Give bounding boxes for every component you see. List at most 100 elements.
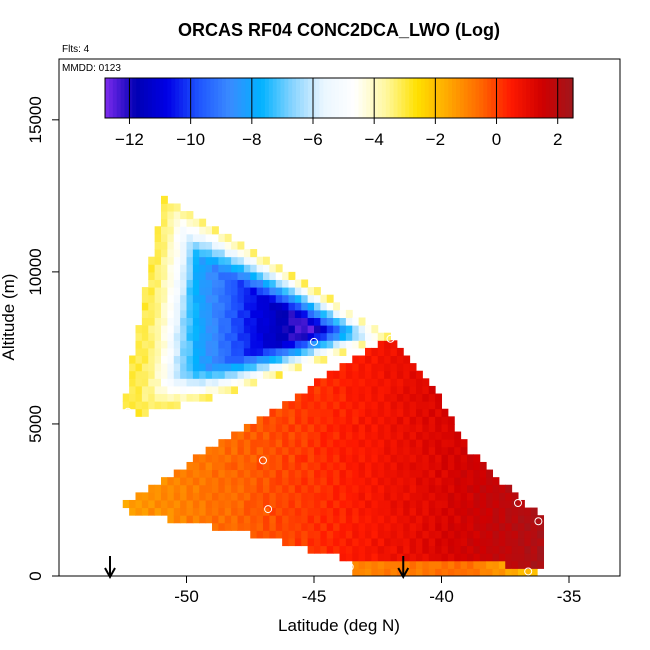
heatmap-cell xyxy=(416,461,423,471)
heatmap-cell xyxy=(409,553,417,562)
heatmap-cell xyxy=(447,416,455,425)
heatmap-cell xyxy=(294,469,302,478)
heatmap-cell xyxy=(441,545,449,554)
heatmap-cell xyxy=(345,454,353,463)
heatmap-cell xyxy=(441,499,449,509)
heatmap-cell xyxy=(435,545,443,554)
heatmap-cell xyxy=(479,522,487,531)
heatmap-cell xyxy=(320,385,328,395)
heatmap-cell xyxy=(320,332,328,341)
heatmap-cell xyxy=(441,560,449,569)
heatmap-cell xyxy=(180,309,188,318)
heatmap-cell xyxy=(148,271,156,280)
heatmap-cell xyxy=(396,393,404,402)
heatmap-cell xyxy=(320,439,328,448)
heatmap-cell xyxy=(486,537,494,547)
heatmap-cell xyxy=(237,515,245,524)
heatmap-cell xyxy=(173,249,181,258)
heatmap-cell xyxy=(243,469,251,478)
heatmap-cell xyxy=(294,401,302,410)
colorbar-swatch xyxy=(140,78,145,118)
heatmap-cell xyxy=(384,370,392,379)
heatmap-cell xyxy=(473,568,481,576)
colorbar-swatch xyxy=(292,78,297,118)
heatmap-cell xyxy=(390,347,398,357)
heatmap-cell xyxy=(199,317,207,326)
position-arrows xyxy=(104,556,410,580)
heatmap-cell xyxy=(167,393,175,402)
heatmap-cell xyxy=(256,325,264,334)
heatmap-cell xyxy=(180,340,188,349)
colorbar-swatches xyxy=(105,78,574,118)
heatmap-cell xyxy=(390,340,398,349)
sample-point xyxy=(111,499,120,508)
heatmap-cell xyxy=(428,522,436,531)
colorbar-swatch xyxy=(401,78,406,118)
heatmap-cell xyxy=(212,294,219,303)
heatmap-cell xyxy=(358,317,366,326)
heatmap-cell xyxy=(250,515,258,524)
heatmap-cell xyxy=(148,347,156,357)
heatmap-cell xyxy=(358,530,366,539)
heatmap-cell xyxy=(231,287,239,296)
heatmap-cell xyxy=(365,560,372,569)
heatmap-cell xyxy=(371,499,379,509)
heatmap-cell xyxy=(333,446,341,455)
heatmap-cell xyxy=(237,522,245,531)
heatmap-cell xyxy=(224,317,232,326)
heatmap-cell xyxy=(454,568,462,576)
heatmap-cell xyxy=(282,294,290,303)
heatmap-cell xyxy=(205,477,213,486)
heatmap-cell xyxy=(390,553,398,562)
heatmap-cell xyxy=(377,484,385,493)
heatmap-cell xyxy=(231,340,239,349)
y-tick-label: 5000 xyxy=(26,405,45,443)
heatmap-cell xyxy=(180,363,188,372)
heatmap-cell xyxy=(396,431,404,440)
heatmap-cell xyxy=(326,439,334,448)
colorbar-swatch xyxy=(225,78,231,118)
heatmap-cell xyxy=(186,279,194,288)
heatmap-cell xyxy=(492,484,500,493)
heatmap-cell xyxy=(282,461,290,471)
heatmap-cell xyxy=(192,317,200,326)
heatmap-cell xyxy=(199,370,207,379)
heatmap-cell xyxy=(243,492,251,501)
heatmap-cell xyxy=(409,461,417,471)
heatmap-cell xyxy=(377,461,385,471)
heatmap-cell xyxy=(275,363,283,372)
heatmap-cell xyxy=(326,309,334,318)
heatmap-cell xyxy=(518,560,525,569)
heatmap-cell xyxy=(301,294,309,303)
heatmap-cell xyxy=(129,385,137,395)
heatmap-cell xyxy=(173,477,181,486)
heatmap-cell xyxy=(161,340,168,349)
heatmap-cell xyxy=(339,325,347,334)
heatmap-cell xyxy=(224,499,232,509)
heatmap-cell xyxy=(371,439,379,448)
heatmap-cell xyxy=(326,492,334,501)
heatmap-cell xyxy=(486,560,494,569)
heatmap-cell xyxy=(288,484,296,493)
heatmap-cell xyxy=(339,408,347,417)
heatmap-cell xyxy=(320,325,328,334)
heatmap-cell xyxy=(403,560,411,569)
sample-point xyxy=(386,334,395,343)
heatmap-cell xyxy=(377,507,385,516)
heatmap-cell xyxy=(167,233,175,242)
heatmap-cell xyxy=(307,431,315,440)
heatmap-cell xyxy=(473,454,481,463)
heatmap-cell xyxy=(269,271,277,280)
heatmap-cell xyxy=(371,507,379,516)
heatmap-cell xyxy=(154,378,162,387)
heatmap-cell xyxy=(358,363,366,372)
heatmap-cell xyxy=(224,439,232,448)
heatmap-cell xyxy=(192,461,200,471)
heatmap-cell xyxy=(173,287,181,296)
heatmap-cell xyxy=(301,499,309,509)
heatmap-cell xyxy=(224,469,232,478)
chart-title: ORCAS RF04 CONC2DCA_LWO (Log) xyxy=(178,20,500,40)
heatmap-cell xyxy=(243,363,251,372)
heatmap-cell xyxy=(320,355,328,364)
